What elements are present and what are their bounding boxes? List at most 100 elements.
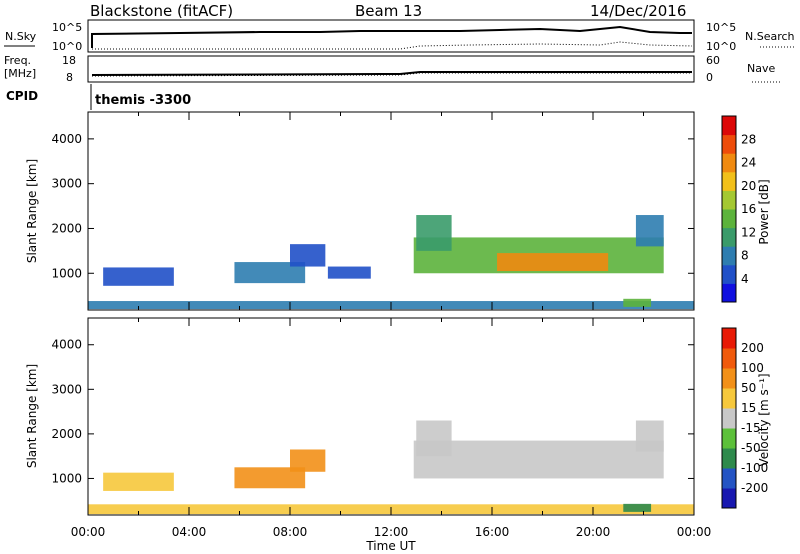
power-y-tick-label: 4000 (51, 132, 82, 146)
freq-tick-low: 8 (66, 71, 73, 84)
power-y-tick-label: 3000 (51, 177, 82, 191)
velocity-colorbar-tick-label: 100 (741, 361, 764, 375)
power-colorbar: Power [dB] 28 24 20 16 12 8 4 (721, 115, 771, 303)
velocity-echo-region (623, 503, 652, 512)
nsky-trace (91, 25, 692, 48)
nave-tick-high: 60 (706, 54, 720, 67)
power-echo-region (497, 253, 609, 272)
velocity-y-tick-label: 2000 (51, 427, 82, 441)
power-echo-region (623, 298, 652, 307)
power-colorbar-cell (722, 134, 736, 154)
nsky-panel (87, 19, 695, 53)
date-label: 14/Dec/2016 (590, 2, 686, 20)
power-colorbar-tick-label: 12 (741, 225, 756, 239)
velocity-colorbar-cell (722, 348, 736, 369)
velocity-colorbar-cell (722, 388, 736, 409)
power-colorbar-cell (722, 283, 736, 303)
power-colorbar-cell (722, 227, 736, 247)
power-echo-region (103, 267, 174, 286)
nsearch-trace (92, 41, 693, 50)
velocity-colorbar-tick-label: -15 (741, 421, 761, 435)
power-echo-region (635, 215, 664, 247)
velocity-echo-region (103, 472, 174, 491)
nsky-tick-low: 10^0 (52, 40, 82, 53)
power-colorbar-cell (722, 209, 736, 229)
nave-label: Nave (747, 62, 775, 75)
velocity-colorbar-tick-label: 15 (741, 401, 756, 415)
velocity-y-ticks: 1000 2000 3000 4000 (51, 338, 694, 485)
freq-label: Freq. (4, 54, 31, 67)
beam-label: Beam 13 (355, 2, 422, 20)
freq-trace (91, 71, 692, 76)
velocity-panel-frame (87, 317, 695, 516)
power-y-tick-label: 1000 (51, 266, 82, 280)
power-y-ticks: 1000 2000 3000 4000 (51, 132, 694, 280)
x-tick-labels: 00:00 04:00 08:00 12:00 16:00 20:00 00:00 (71, 525, 712, 539)
power-y-tick-label: 2000 (51, 221, 82, 235)
x-tick-label: 16:00 (475, 525, 510, 539)
velocity-colorbar-cell (722, 368, 736, 389)
velocity-colorbar-tick-label: -50 (741, 441, 761, 455)
power-echo-region (290, 244, 326, 267)
velocity-colorbar-label: Velocity [m s⁻¹] (757, 373, 771, 466)
x-tick-label: 12:00 (374, 525, 409, 539)
x-tick-label: 04:00 (172, 525, 207, 539)
nsky-label: N.Sky (5, 30, 37, 43)
velocity-y-axis-label: Slant Range [km] (25, 364, 39, 468)
velocity-colorbar-tick-label: 200 (741, 341, 764, 355)
velocity-colorbar-tick-label: -200 (741, 481, 768, 495)
velocity-echo-region (416, 420, 452, 457)
power-colorbar-cell (722, 171, 736, 191)
power-panel: 1000 2000 3000 4000 Slant Range [km] (25, 111, 695, 311)
x-tick-label: 20:00 (576, 525, 611, 539)
power-colorbar-cell (722, 153, 736, 173)
velocity-colorbar-tick-label: 50 (741, 381, 756, 395)
power-colorbar-tick-label: 20 (741, 179, 756, 193)
velocity-echo-regions (88, 420, 694, 515)
power-echo-region (416, 215, 452, 251)
nsky-tick-high: 10^5 (52, 21, 82, 34)
power-colorbar-tick-label: 24 (741, 156, 756, 170)
velocity-colorbar-cell (722, 448, 736, 469)
velocity-colorbar: Velocity [m s⁻¹] 200 100 50 15 -15 -50 -100 -20… (721, 327, 771, 509)
power-colorbar-tick-label: 16 (741, 202, 756, 216)
velocity-colorbar-cell (722, 468, 736, 489)
freq-unit: [MHz] (4, 67, 36, 80)
power-colorbar-tick-label: 28 (741, 132, 756, 146)
velocity-colorbar-cell (722, 488, 736, 509)
velocity-colorbar-cell (722, 408, 736, 429)
power-colorbar-cell (722, 190, 736, 210)
velocity-panel: 1000 2000 3000 4000 Slant Range [km] (25, 317, 695, 516)
x-axis-label: Time UT (365, 539, 416, 553)
power-echo-regions (88, 215, 694, 310)
power-x-ticks (87, 112, 695, 310)
power-colorbar-tick-label: 4 (741, 272, 749, 286)
velocity-colorbar-tick-label: -100 (741, 461, 768, 475)
cpid-label: CPID (6, 89, 38, 103)
power-echo-region (327, 266, 371, 279)
velocity-echo-region (413, 440, 664, 479)
power-colorbar-cell (722, 246, 736, 266)
freq-panel (87, 55, 695, 83)
x-tick-label: 00:00 (677, 525, 712, 539)
velocity-y-tick-label: 3000 (51, 382, 82, 396)
nsearch-tick-high: 10^5 (706, 21, 736, 34)
nsearch-tick-low: 10^0 (706, 40, 736, 53)
nave-trace (91, 72, 692, 77)
power-colorbar-cell (722, 116, 736, 136)
velocity-y-tick-label: 1000 (51, 471, 82, 485)
velocity-colorbar-frame (721, 327, 737, 509)
velocity-echo-region (234, 467, 306, 489)
nave-tick-low: 0 (706, 71, 713, 84)
power-y-axis-label: Slant Range [km] (25, 159, 39, 263)
power-panel-frame (87, 111, 695, 311)
velocity-echo-region (635, 420, 664, 452)
x-tick-label: 08:00 (273, 525, 308, 539)
nsearch-label: N.Search (745, 30, 795, 43)
velocity-x-ticks (87, 318, 695, 515)
power-colorbar-frame (721, 115, 737, 303)
velocity-y-tick-label: 4000 (51, 338, 82, 352)
power-echo-region (234, 262, 306, 284)
